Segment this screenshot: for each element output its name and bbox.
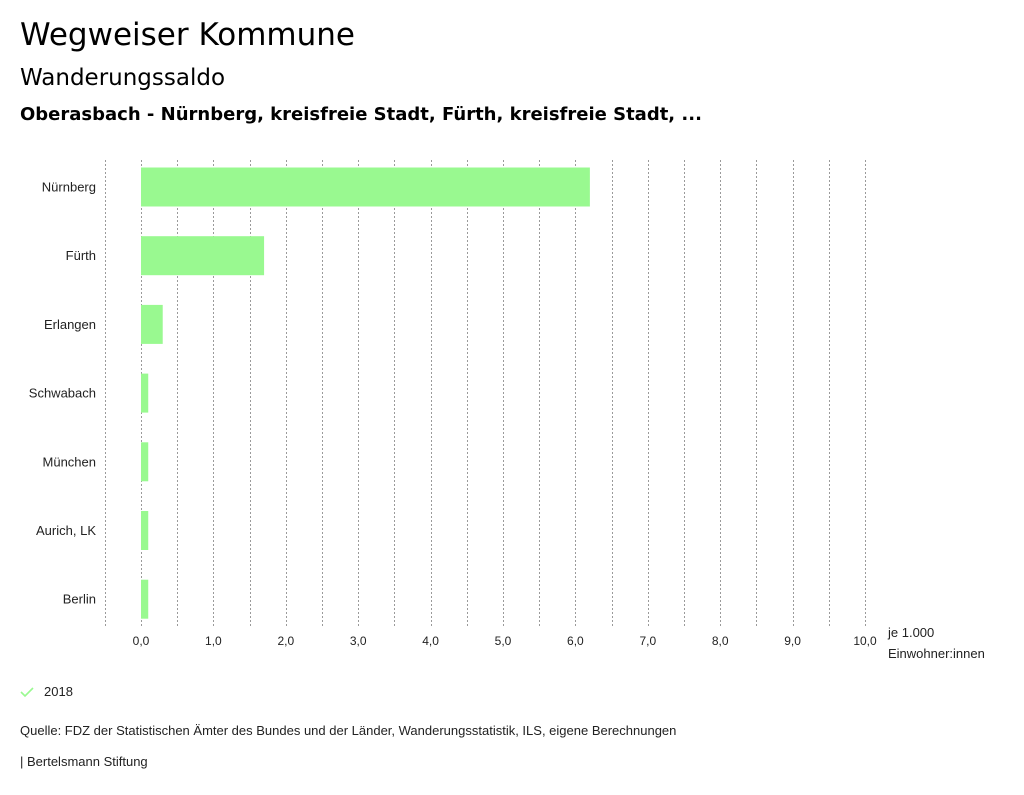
x-tick-label: 5,0 [495,634,512,648]
bars [141,167,590,619]
x-axis-unit-label: je 1.000 Einwohner:innen [888,622,985,664]
x-tick-label: 8,0 [712,634,729,648]
x-tick-label: 3,0 [350,634,367,648]
bar-nürnberg[interactable] [141,167,590,207]
x-tick-label: 4,0 [422,634,439,648]
chart-description: Oberasbach - Nürnberg, kreisfreie Stadt,… [20,104,702,125]
bar-münchen[interactable] [141,442,149,482]
bar-schwabach[interactable] [141,373,149,413]
bar-berlin[interactable] [141,579,149,619]
bar-aurich-lk[interactable] [141,511,149,550]
category-label: Aurich, LK [36,523,96,538]
category-label: Berlin [63,592,96,607]
check-icon [20,686,34,697]
x-tick-label: 10,0 [853,634,877,648]
x-tick-label: 7,0 [639,634,656,648]
x-tick-label: 2,0 [277,634,294,648]
bar-chart: Nürnberg Fürth Erlangen Schwabach München Aur… [29,160,877,648]
unit-line-2: Einwohner:innen [888,646,985,661]
credit-note: | Bertelsmann Stiftung [20,754,148,769]
category-label: Schwabach [29,386,96,401]
category-label: Fürth [66,248,96,263]
x-tick-label: 9,0 [784,634,801,648]
source-note: Quelle: FDZ der Statistischen Ämter des … [20,723,677,738]
bar-fürth[interactable] [141,236,265,276]
legend-label: 2018 [44,684,73,699]
bar-erlangen[interactable] [141,304,163,344]
x-tick-label: 1,0 [205,634,222,648]
unit-line-1: je 1.000 [888,625,935,640]
category-labels: Nürnberg Fürth Erlangen Schwabach München Aur… [29,180,97,607]
category-label: München [43,454,96,469]
tick-labels: 0,0 1,0 2,0 3,0 4,0 5,0 6,0 7,0 8,0 9,0 10,0 [133,634,877,648]
legend[interactable]: 2018 [20,684,73,699]
x-tick-label: 6,0 [567,634,584,648]
chart-subtitle: Wanderungssaldo [20,65,226,91]
page-title: Wegweiser Kommune [20,17,355,53]
grid-lines [105,160,866,628]
category-label: Nürnberg [42,180,96,195]
x-tick-label: 0,0 [133,634,150,648]
category-label: Erlangen [44,317,96,332]
